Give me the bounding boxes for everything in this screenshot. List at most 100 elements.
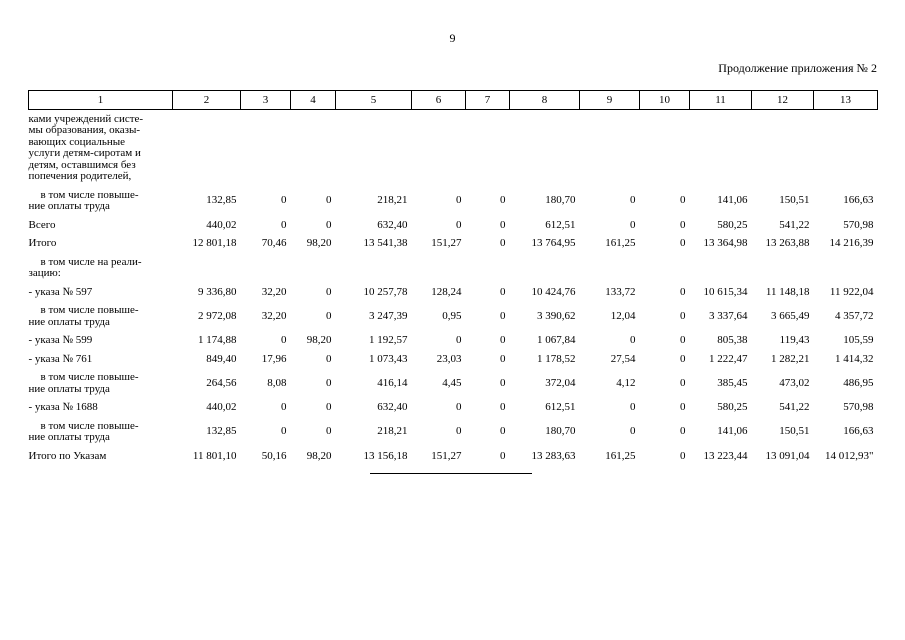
cell-value: 151,27 <box>431 237 462 249</box>
table-row: в том числе повыше- ние оплаты труда 132,… <box>29 186 878 216</box>
table-row: - указа № 597 9 336,80 32,20 0 10 257,78 128,… <box>29 283 878 302</box>
row-label: в том числе повыше- ние оплаты труда <box>28 371 139 395</box>
row-label: в том числе повыше- ние оплаты труда <box>28 304 139 328</box>
cell-value <box>640 253 690 283</box>
cell-value: 0 <box>680 334 686 346</box>
cell-value: 132,85 <box>206 425 237 438</box>
cell-value <box>466 110 510 187</box>
cell-value: 0 <box>281 194 287 207</box>
cell-value: 440,02 <box>206 401 237 413</box>
row-label: в том числе на реали- зацию: <box>28 255 142 279</box>
cell-value: 473,02 <box>779 376 810 389</box>
cell-value: 141,06 <box>717 194 748 207</box>
cell-value: 0 <box>281 425 287 438</box>
cell-value: 13 156,18 <box>363 449 408 462</box>
cell-value: 580,25 <box>717 218 748 231</box>
cell-value: 0 <box>630 218 636 231</box>
cell-value: 12 801,18 <box>192 237 237 249</box>
cell-value: 151,27 <box>431 449 462 462</box>
cell-value: 32,20 <box>261 285 287 298</box>
cell-value: 0 <box>456 401 462 413</box>
cell-value: 0 <box>680 218 686 231</box>
cell-value <box>752 110 814 187</box>
cell-value: 0 <box>326 218 332 231</box>
column-number-header: 13 <box>813 90 878 110</box>
cell-value: 0 <box>326 401 332 413</box>
column-number-header: 2 <box>172 90 241 110</box>
row-label: - указа № 761 <box>28 352 93 365</box>
cell-value: 580,25 <box>717 401 748 413</box>
cell-value: 0 <box>630 401 636 413</box>
cell-value: 0 <box>680 309 686 322</box>
cell-value: 13 541,38 <box>363 237 408 249</box>
cell-value: 0 <box>456 194 462 207</box>
cell-value: 4,12 <box>616 376 636 389</box>
cell-value: 372,04 <box>545 376 576 389</box>
cell-value: 180,70 <box>545 425 576 438</box>
appendix-table: 1 2 3 4 5 6 7 8 9 10 11 12 13 ками учреж… <box>28 90 878 466</box>
cell-value: 23,03 <box>436 352 462 365</box>
cell-value <box>291 110 336 187</box>
cell-value: 132,85 <box>206 194 237 207</box>
cell-value: 0 <box>630 425 636 438</box>
cell-value: 805,38 <box>717 334 748 346</box>
cell-value: 1 178,52 <box>537 352 576 365</box>
cell-value: 128,24 <box>431 285 462 298</box>
cell-value: 541,22 <box>779 218 810 231</box>
cell-value: 13 364,98 <box>703 237 748 249</box>
table-row: ками учреждений систе- мы образования, о… <box>29 110 878 187</box>
cell-value: 264,56 <box>206 376 237 389</box>
cell-value: 0 <box>680 352 686 365</box>
cell-value: 11 922,04 <box>829 285 874 298</box>
cell-value: 3 390,62 <box>537 309 576 322</box>
cell-value: 0 <box>456 334 462 346</box>
cell-value: 570,98 <box>843 218 874 231</box>
cell-value <box>814 253 878 283</box>
row-label: Итого <box>28 237 57 249</box>
column-number-header: 3 <box>240 90 291 110</box>
cell-value <box>466 253 510 283</box>
cell-value: 161,25 <box>605 237 636 249</box>
cell-value: 0 <box>326 376 332 389</box>
cell-value: 50,16 <box>261 449 287 462</box>
cell-value: 541,22 <box>779 401 810 413</box>
cell-value: 0 <box>630 194 636 207</box>
cell-value: 17,96 <box>261 352 287 365</box>
cell-value <box>814 110 878 187</box>
cell-value <box>640 110 690 187</box>
cell-value <box>241 253 291 283</box>
cell-value: 0 <box>500 285 506 298</box>
cell-value: 218,21 <box>377 425 408 438</box>
cell-value: 11 148,18 <box>765 285 810 298</box>
row-label: - указа № 597 <box>28 285 93 298</box>
appendix-continuation-label: Продолжение приложения № 2 <box>718 61 877 75</box>
cell-value: 0 <box>680 401 686 413</box>
cell-value: 14 012,93" <box>825 449 874 462</box>
cell-value <box>336 110 412 187</box>
cell-value: 0 <box>500 309 506 322</box>
column-number-header: 8 <box>509 90 580 110</box>
cell-value: 13 091,04 <box>765 449 810 462</box>
header-row: 1 2 3 4 5 6 7 8 9 10 11 12 13 <box>28 90 878 110</box>
cell-value <box>412 253 466 283</box>
cell-value <box>580 110 640 187</box>
cell-value: 0 <box>680 376 686 389</box>
cell-value: 0 <box>500 218 506 231</box>
cell-value: 0 <box>500 237 506 249</box>
footnote-divider <box>370 473 532 474</box>
cell-value: 150,51 <box>779 425 810 438</box>
cell-value: 4 357,72 <box>835 309 874 322</box>
cell-value: 0 <box>456 425 462 438</box>
cell-value: 0 <box>326 285 332 298</box>
cell-value: 0 <box>680 425 686 438</box>
cell-value: 632,40 <box>377 401 408 413</box>
cell-value: 166,63 <box>843 425 874 438</box>
cell-value: 0 <box>326 194 332 207</box>
cell-value <box>752 253 814 283</box>
cell-value <box>510 253 580 283</box>
cell-value: 0 <box>326 425 332 438</box>
row-label: - указа № 1688 <box>28 401 98 413</box>
cell-value: 13 263,88 <box>765 237 810 249</box>
cell-value: 180,70 <box>545 194 576 207</box>
